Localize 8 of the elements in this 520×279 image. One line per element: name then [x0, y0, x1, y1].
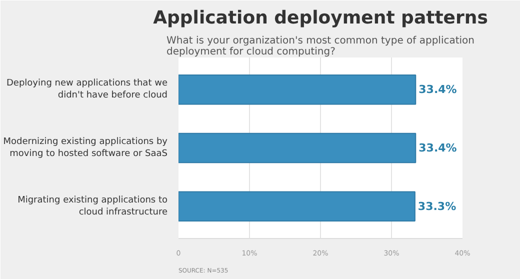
data-label: 33.3% — [418, 200, 456, 213]
chart-title: Application deployment patterns — [153, 8, 488, 28]
y-tick-label: Migrating existing applications to cloud infrastructure — [18, 195, 168, 218]
chart-subtitle: What is your organization's most common type of application deployment for cloud computing? — [166, 36, 474, 58]
data-label: 33.4% — [418, 142, 457, 154]
data-label: 33.4% — [418, 83, 457, 96]
y-tick-label: Modernizing existing applications by moving to hosted software or SaaS — [3, 137, 168, 159]
y-tick-label: Deploying new applications that we didn't have before cloud — [6, 78, 168, 101]
